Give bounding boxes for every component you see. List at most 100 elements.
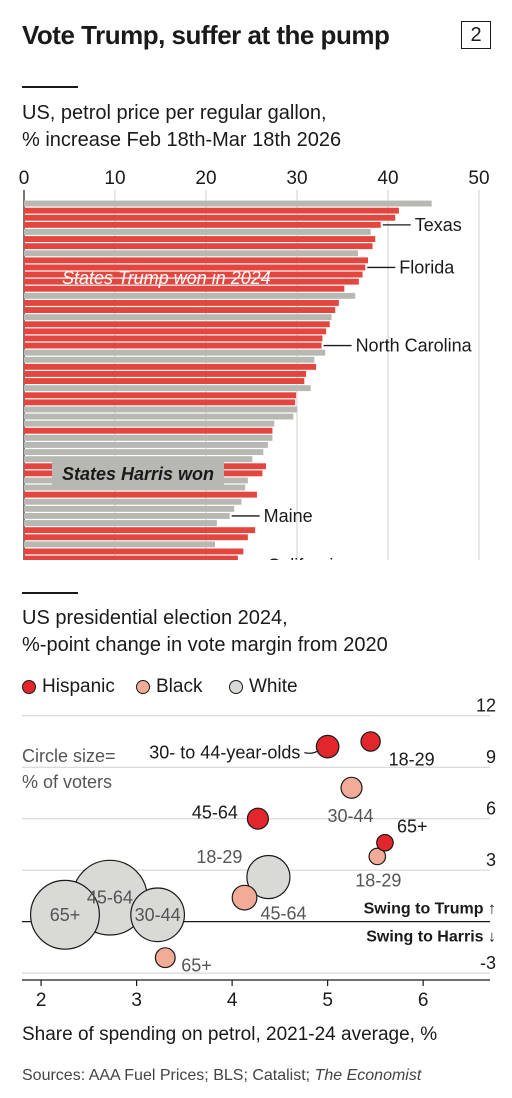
bar-harris-state [24,513,230,519]
state-label: California [267,556,344,560]
bar-trump-state [24,427,273,434]
y-tick-label: 6 [486,799,496,819]
bar-harris-state [24,292,356,299]
bar-harris-state [24,541,216,548]
bar-harris-state [24,498,242,505]
chart-title: Vote Trump, suffer at the pump [22,20,390,50]
x-tick-label: 50 [468,168,489,189]
legend-white: White [229,676,298,698]
bar-trump-state [24,335,323,342]
point-hispanic-2 [315,734,340,759]
bar-trump-state [24,527,256,534]
point-label: 18-29 [355,870,401,890]
x-tick-label: 10 [104,168,125,189]
legend-black: Black [136,676,202,698]
bar-trump-state [24,399,296,406]
point-black-2 [368,847,387,866]
x-tick-label: 3 [131,990,142,1011]
point-label: 18-29 [196,847,242,867]
bar-trump-state [24,307,336,313]
size-legend-line1: Circle size= [22,746,116,766]
bar-trump-state [24,221,381,228]
size-legend-line2: % of voters [22,772,112,792]
scatter-chart: 12 9 6 3 -3 2 3 4 5 6 Share of spending on petrol,… [22,696,496,1045]
legend-hispanic-swatch [22,680,36,694]
x-tick-label: 6 [418,990,429,1011]
bar-harris-state [24,420,275,427]
point-white-1 [246,854,291,900]
bar-trump-state [24,278,359,285]
swing-harris-label: Swing to Harris ↓ [366,929,496,946]
bar-harris-state [24,250,358,257]
x-tick-label: 2 [36,990,47,1011]
point-label: 65+ [397,817,428,837]
y-tick-label: 9 [486,747,496,767]
bar-trump-state [24,214,396,221]
point-black-3 [231,884,258,911]
point-black-1 [340,776,363,799]
point-label: 65+ [181,956,212,976]
y-tick-label: 12 [476,696,496,716]
x-tick-label: 20 [195,168,216,189]
bar-chart: 0 10 20 30 40 50 Texas Florida North Carolina Mai… [19,168,490,560]
point-leader [304,750,319,754]
point-label: 30- to 44-year-olds [149,743,300,763]
bar-trump-state [24,534,248,541]
bar-harris-state [24,520,217,526]
x-tick-label: 40 [377,168,398,189]
legend-hispanic-label: Hispanic [42,676,115,697]
bar-harris-state [24,413,294,420]
swing-trump-label: Swing to Trump ↑ [364,901,496,918]
bar-harris-state [24,349,326,356]
state-label: Florida [399,257,455,277]
bar-harris-state [24,356,315,363]
x-tick-label: 4 [227,990,238,1011]
point-label: 30-44 [135,905,181,925]
harris-series-label: States Harris won [62,464,214,484]
x-tick-label: 5 [322,990,333,1011]
y-tick-label: 3 [486,850,496,870]
bar-trump-state [24,207,399,214]
bar-trump-state [24,300,339,306]
point-label: 45-64 [192,803,238,823]
legend-hispanic: Hispanic [22,676,115,698]
bar-trump-state [24,555,238,560]
sources-note: Sources: AAA Fuel Prices; BLS; Catalist;… [22,1067,421,1085]
point-white-4 [29,879,100,950]
legend-black-label: Black [156,676,203,697]
bar-trump-state [24,264,366,271]
bar-trump-state [24,243,373,250]
section-rule [22,86,78,88]
bar-chart-subtitle: % increase Feb 18th-Mar 18th 2026 [22,129,342,151]
point-label: 65+ [50,905,81,925]
point-hispanic-1 [360,731,381,752]
bar-trump-state [24,321,330,328]
bar-trump-state [24,548,244,555]
bar-trump-state [24,342,322,349]
bar-trump-state [24,328,327,335]
bar-harris-state [24,229,371,235]
trump-series-label: States Trump won in 2024 [62,268,271,288]
bar-harris-state [24,200,432,207]
bar-trump-state [24,392,297,399]
scatter-title: US presidential election 2024, [22,607,288,629]
bar-harris-state [24,314,332,321]
bar-chart-title: US, petrol price per regular gallon, [22,102,327,124]
sources-publisher: The Economist [314,1067,422,1084]
sources-text: Sources: AAA Fuel Prices; BLS; Catalist; [22,1067,311,1084]
point-black-4 [154,947,176,969]
state-label: North Carolina [356,336,473,356]
bar-trump-state [24,371,307,377]
point-label: 45-64 [261,904,307,924]
legend-white-label: White [249,676,298,697]
bar-harris-state [24,406,297,413]
bar-harris-state [24,385,311,392]
bar-trump-state [24,236,376,242]
bar-trump-state [24,491,257,498]
point-label: 45-64 [87,888,133,908]
bar-harris-state [24,442,268,448]
point-white-3 [130,887,186,943]
x-tick-label: 0 [19,168,30,189]
point-label: 18-29 [389,749,435,769]
